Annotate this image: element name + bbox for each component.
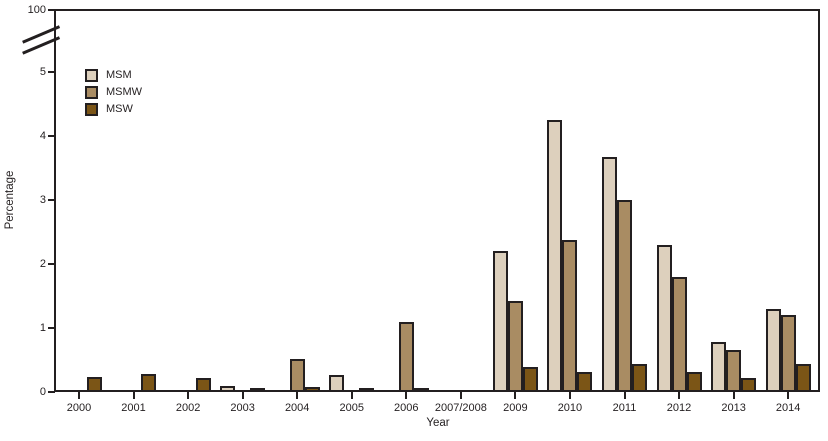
bar-msw-2002 <box>195 378 211 392</box>
bar-msm-2005 <box>329 375 345 392</box>
bar-msmw-2009 <box>507 301 523 392</box>
bar-msm-2013 <box>711 342 727 392</box>
x-axis-tick-label: 2014 <box>775 402 801 414</box>
x-axis-tick-label: 2010 <box>557 402 583 414</box>
bar-msm-2014 <box>765 309 781 392</box>
y-axis-tick-label: 100 <box>27 4 46 16</box>
legend-row-msm: MSM <box>85 67 142 84</box>
y-axis-tick-label: 4 <box>39 129 46 142</box>
x-axis-title: Year <box>426 417 450 429</box>
bar-msmw-2014 <box>780 315 796 392</box>
y-axis-tick-label: 1 <box>39 321 46 334</box>
x-axis-tick <box>78 392 80 399</box>
legend-swatch-msm <box>85 69 98 82</box>
legend-label-msm: MSM <box>106 69 132 81</box>
bar-msw-2000 <box>86 377 102 392</box>
x-axis-tick <box>787 392 790 399</box>
y-axis-tick <box>48 134 55 137</box>
x-axis-tick <box>241 392 244 399</box>
x-axis-tick <box>350 392 353 399</box>
legend-label-msw: MSW <box>106 103 133 115</box>
bar-msw-2006 <box>413 388 429 392</box>
bar-msw-2004 <box>304 387 320 392</box>
x-axis-tick <box>678 392 681 399</box>
bar-msm-2003 <box>220 386 236 392</box>
bar-msmw-2004 <box>289 359 305 392</box>
x-axis-tick <box>732 392 735 399</box>
x-axis-tick <box>296 392 299 399</box>
x-axis-tick <box>459 392 462 399</box>
legend-swatch-msmw <box>85 86 98 99</box>
x-axis-tick <box>132 392 135 399</box>
x-axis-tick-label: 2004 <box>284 402 310 414</box>
legend-row-msw: MSW <box>85 101 142 118</box>
x-axis-tick-label: 2000 <box>66 402 92 414</box>
y-axis-tick-label: 0 <box>39 386 46 398</box>
x-axis-tick-label: 2013 <box>721 402 746 414</box>
legend: MSM MSMW MSW <box>85 67 142 118</box>
y-axis-tick <box>48 262 55 265</box>
x-axis-tick-label: 2001 <box>121 402 146 414</box>
x-axis-tick-label: 2009 <box>503 402 528 414</box>
x-axis-tick-label: 2005 <box>339 402 364 414</box>
bar-msw-2001 <box>141 374 157 392</box>
y-axis-tick <box>48 391 55 393</box>
bar-msmw-2011 <box>617 200 632 392</box>
x-axis-tick-label: 2003 <box>230 402 255 414</box>
x-axis-tick-label: 2012 <box>666 402 692 414</box>
y-axis-tick <box>48 326 55 329</box>
bar-msw-2012 <box>686 372 702 392</box>
y-axis-tick-label: 3 <box>39 193 46 206</box>
bar-msw-2011 <box>632 364 647 392</box>
y-axis-tick-label: 5 <box>39 65 46 78</box>
x-axis-tick-label: 2006 <box>394 402 419 414</box>
plot-frame <box>54 9 820 392</box>
bar-msw-2003 <box>250 388 266 392</box>
y-axis-tick-label: 2 <box>39 257 46 270</box>
y-axis-tick <box>48 198 55 201</box>
x-axis-tick <box>568 392 571 399</box>
bar-msmw-2013 <box>726 350 742 392</box>
x-axis-tick <box>623 392 626 399</box>
legend-swatch-msw <box>85 103 98 116</box>
bar-msw-2013 <box>741 378 757 392</box>
x-axis-tick-label: 2002 <box>175 402 201 414</box>
y-axis-title: Percentage <box>4 170 16 230</box>
bar-msw-2005 <box>359 388 375 392</box>
legend-label-msmw: MSMW <box>106 86 143 98</box>
x-axis-tick <box>187 392 190 399</box>
bar-msm-2012 <box>656 245 672 392</box>
bar-msm-2011 <box>602 157 617 392</box>
x-axis-tick <box>405 392 408 399</box>
x-axis-tick <box>514 392 517 399</box>
bar-msmw-2012 <box>671 277 687 392</box>
bar-msm-2010 <box>547 120 563 392</box>
bar-msw-2010 <box>577 372 593 392</box>
legend-row-msmw: MSMW <box>85 84 142 101</box>
bar-msw-2009 <box>522 367 538 392</box>
x-axis-tick-label: 2011 <box>612 402 637 414</box>
x-axis-tick-label: 2007/2008 <box>434 402 487 414</box>
bar-msw-2014 <box>795 364 811 392</box>
bar-msmw-2006 <box>398 322 414 392</box>
bar-msmw-2010 <box>562 240 578 392</box>
y-axis-tick <box>48 70 55 73</box>
y-axis-tick <box>48 9 55 11</box>
bar-msm-2009 <box>492 251 508 392</box>
